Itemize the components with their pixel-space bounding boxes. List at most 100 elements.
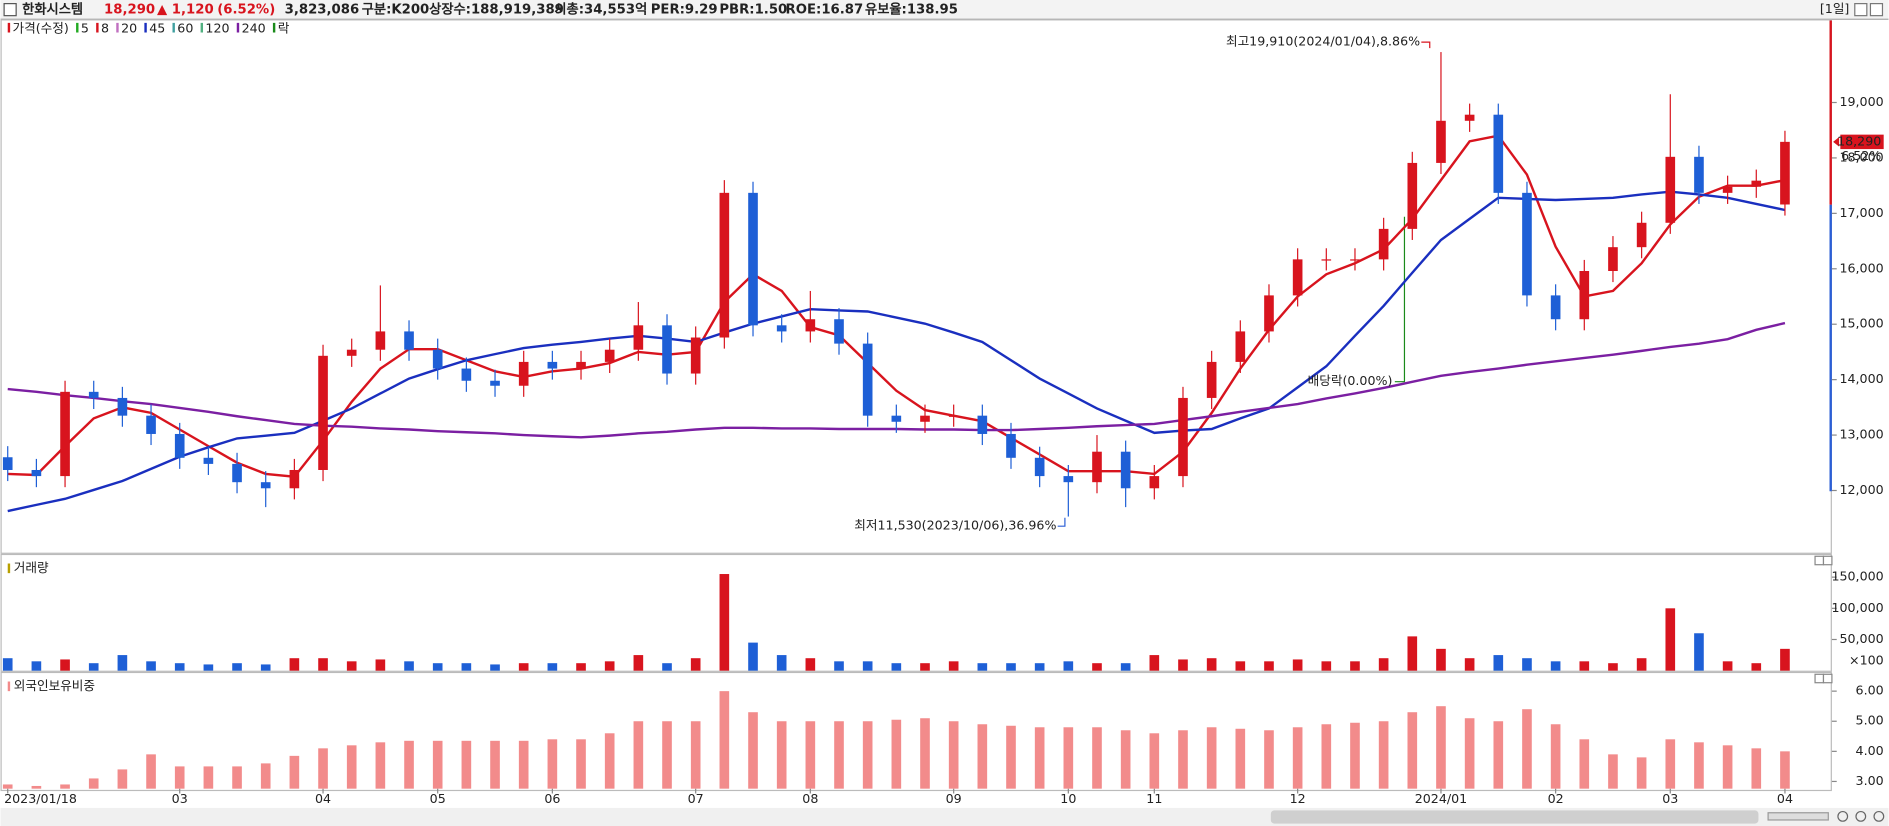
y-tick-label: 19,000 — [1839, 94, 1883, 109]
bar — [1264, 661, 1274, 671]
legend-swatch — [172, 22, 175, 33]
candle-body — [1321, 259, 1332, 261]
candle-body — [604, 349, 615, 362]
panel-title-swatch — [7, 563, 11, 574]
bar — [1235, 661, 1246, 671]
panel-button[interactable] — [1822, 673, 1833, 684]
bar — [662, 663, 672, 671]
legend-swatch — [76, 22, 79, 33]
zoom-button[interactable] — [1855, 810, 1867, 822]
candle-body — [1550, 295, 1561, 320]
y-tick-label: 17,000 — [1839, 205, 1883, 220]
zoom-slider[interactable] — [1767, 812, 1829, 821]
bar — [1006, 663, 1016, 671]
bar — [1436, 706, 1446, 789]
x-tick-label: 04 — [1777, 791, 1793, 806]
bar — [1321, 724, 1332, 789]
candle-body — [1608, 247, 1618, 272]
candle-body — [1178, 397, 1188, 477]
bar — [1751, 748, 1762, 789]
scrollbar-thumb[interactable] — [1270, 810, 1759, 824]
bar — [60, 659, 70, 671]
price-tag-arrow — [1833, 137, 1840, 147]
bar — [633, 721, 644, 789]
panel-button[interactable] — [1814, 673, 1825, 684]
bar — [490, 664, 500, 671]
y-tick-label: 3.00 — [1856, 773, 1884, 788]
legend-label: 20 — [121, 20, 137, 35]
zoom-button[interactable] — [1873, 810, 1885, 822]
bar — [490, 740, 500, 789]
x-tick-label: 08 — [802, 791, 818, 806]
bar — [977, 724, 988, 789]
bar — [404, 740, 414, 789]
annotation-low: 최저11,530(2023/10/06),36.96% — [854, 518, 1056, 533]
zoom-button[interactable] — [1837, 810, 1849, 822]
bar — [518, 663, 529, 671]
bar — [1493, 655, 1504, 671]
candle-body — [117, 397, 128, 416]
bar — [1579, 739, 1590, 789]
bar — [1149, 655, 1160, 671]
bar — [31, 785, 42, 789]
bar — [1550, 661, 1561, 671]
candle-body — [174, 433, 185, 458]
change-pct: (6.52%) — [217, 3, 275, 18]
bar — [174, 663, 185, 671]
candle-body — [518, 361, 529, 386]
bar — [1264, 730, 1274, 789]
bar — [1694, 742, 1704, 789]
stat: 상장수:188,919,389 — [429, 1, 564, 18]
bar — [576, 739, 586, 789]
bar — [203, 664, 214, 671]
period[interactable]: [1일] — [1820, 1, 1850, 16]
candle-body — [490, 380, 500, 386]
bar — [88, 778, 99, 789]
candle-body — [1149, 476, 1160, 489]
checkbox[interactable] — [3, 3, 17, 17]
window-button[interactable] — [1854, 3, 1868, 17]
bar — [31, 661, 42, 671]
bar — [1751, 663, 1762, 671]
bar — [1493, 721, 1504, 789]
bar — [776, 721, 787, 789]
bar — [174, 766, 185, 789]
change: ▲ 1,120 — [157, 3, 214, 18]
x-tick-label: 07 — [688, 791, 704, 806]
x-tick-label: 02 — [1548, 791, 1564, 806]
bar — [432, 663, 443, 671]
y-tick-label: 100,000 — [1831, 600, 1883, 615]
stat: ROE:16.87 — [786, 3, 864, 18]
bar — [203, 766, 214, 789]
bar — [1464, 718, 1475, 789]
panel-title: 외국인보유비중 — [14, 678, 95, 693]
candle-body — [834, 319, 844, 344]
candle-body — [1350, 259, 1360, 261]
bar — [232, 766, 242, 789]
candle-body — [1694, 156, 1704, 193]
bar — [1636, 757, 1647, 789]
window-button[interactable] — [1869, 3, 1884, 17]
candle-body — [146, 415, 156, 434]
candle-body — [1034, 457, 1045, 477]
y-tick-label: 12,000 — [1839, 482, 1883, 497]
bar — [920, 718, 930, 789]
panel-button[interactable] — [1814, 555, 1825, 566]
candle-body — [1636, 222, 1647, 248]
stat: 구분:K200 — [362, 2, 430, 18]
bar — [805, 658, 816, 671]
candle-body — [1120, 451, 1131, 489]
bar — [776, 655, 787, 671]
candle-body — [1751, 180, 1762, 187]
panel-button[interactable] — [1822, 555, 1833, 566]
bar — [690, 658, 701, 671]
candle-body — [1063, 476, 1074, 483]
bar — [1063, 727, 1074, 789]
bar — [604, 733, 615, 789]
bar — [518, 740, 529, 789]
candle-body — [1006, 433, 1016, 458]
legend-label: 120 — [205, 20, 229, 35]
panel-title: 거래량 — [14, 560, 49, 575]
candle-body — [1493, 114, 1504, 193]
y-tick-label: 150,000 — [1831, 569, 1883, 584]
